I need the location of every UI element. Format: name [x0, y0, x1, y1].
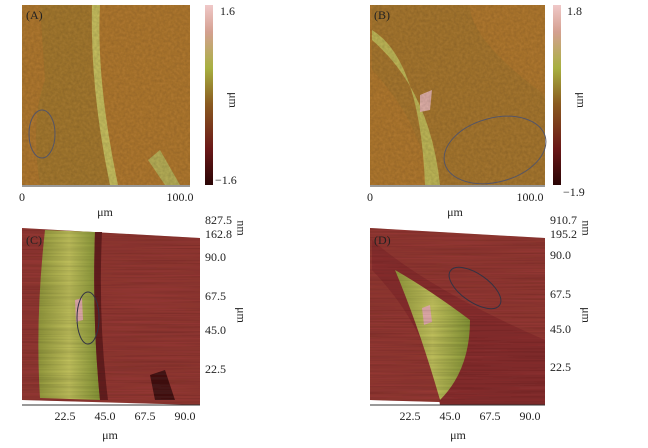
- y-tick-label: 90.0: [205, 250, 226, 264]
- afm-3d-image: [370, 228, 545, 405]
- x-tick-label: 67.5: [480, 409, 501, 423]
- y-tick-label: 90.0: [550, 248, 571, 262]
- panel-label: (A): [26, 8, 43, 22]
- x-tick-label: 45.0: [440, 409, 461, 423]
- panel-c: (C) 827.5 162.8 nm 90.0 67.5 45.0 22.5 μ…: [22, 213, 248, 442]
- afm-image: [22, 5, 190, 185]
- x-tick-label: 22.5: [55, 409, 76, 423]
- z-min: 162.8: [205, 227, 232, 241]
- x-end: 100.0: [517, 190, 544, 204]
- panel-a: (A) 1.6 −1.6 μm 0 100.0 μm: [19, 4, 240, 219]
- x-unit: μm: [447, 205, 463, 219]
- x-end: 100.0: [167, 190, 194, 204]
- colorbar-max: 1.8: [567, 4, 582, 18]
- y-tick-label: 45.0: [550, 322, 571, 336]
- colorbar: [205, 5, 213, 185]
- x-tick-label: 90.0: [175, 409, 196, 423]
- x-tick-label: 67.5: [135, 409, 156, 423]
- marker-ellipse: [76, 291, 100, 345]
- x-tick-label: 45.0: [95, 409, 116, 423]
- x-unit: μm: [97, 205, 113, 219]
- z-unit: nm: [234, 220, 248, 236]
- y-unit: μm: [579, 307, 593, 323]
- afm-3d-image: [22, 228, 200, 405]
- panel-label: (B): [374, 8, 390, 22]
- x-start: 0: [367, 190, 373, 204]
- z-unit: nm: [579, 220, 593, 236]
- colorbar-min: −1.9: [563, 185, 585, 199]
- colorbar-unit: μm: [574, 92, 588, 108]
- panel-label: (C): [26, 233, 42, 247]
- panel-label: (D): [374, 233, 391, 247]
- x-tick-label: 22.5: [400, 409, 421, 423]
- colorbar-min: −1.6: [215, 173, 237, 187]
- y-tick-label: 22.5: [550, 360, 571, 374]
- y-tick-label: 22.5: [205, 362, 226, 376]
- x-start: 0: [19, 190, 25, 204]
- y-tick-label: 45.0: [205, 323, 226, 337]
- z-max: 827.5: [205, 213, 232, 227]
- colorbar-unit: μm: [226, 92, 240, 108]
- marker-ellipse: [448, 266, 502, 310]
- y-tick-label: 67.5: [550, 287, 571, 301]
- y-unit: μm: [234, 307, 248, 323]
- afm-image: [370, 5, 545, 185]
- marker-ellipse: [443, 115, 547, 185]
- panel-d: (D) 910.7 195.2 nm 90.0 67.5 45.0 22.5 μ…: [370, 213, 593, 442]
- panel-b: (B) 1.8 −1.9 μm 0 100.0 μm: [367, 4, 588, 219]
- colorbar: [553, 5, 561, 185]
- colorbar-max: 1.6: [220, 4, 235, 18]
- z-min: 195.2: [550, 227, 577, 241]
- x-unit: μm: [102, 428, 118, 442]
- z-max: 910.7: [550, 213, 577, 227]
- marker-ellipse: [28, 109, 56, 159]
- x-tick-label: 90.0: [520, 409, 541, 423]
- y-tick-label: 67.5: [205, 289, 226, 303]
- x-unit: μm: [450, 428, 466, 442]
